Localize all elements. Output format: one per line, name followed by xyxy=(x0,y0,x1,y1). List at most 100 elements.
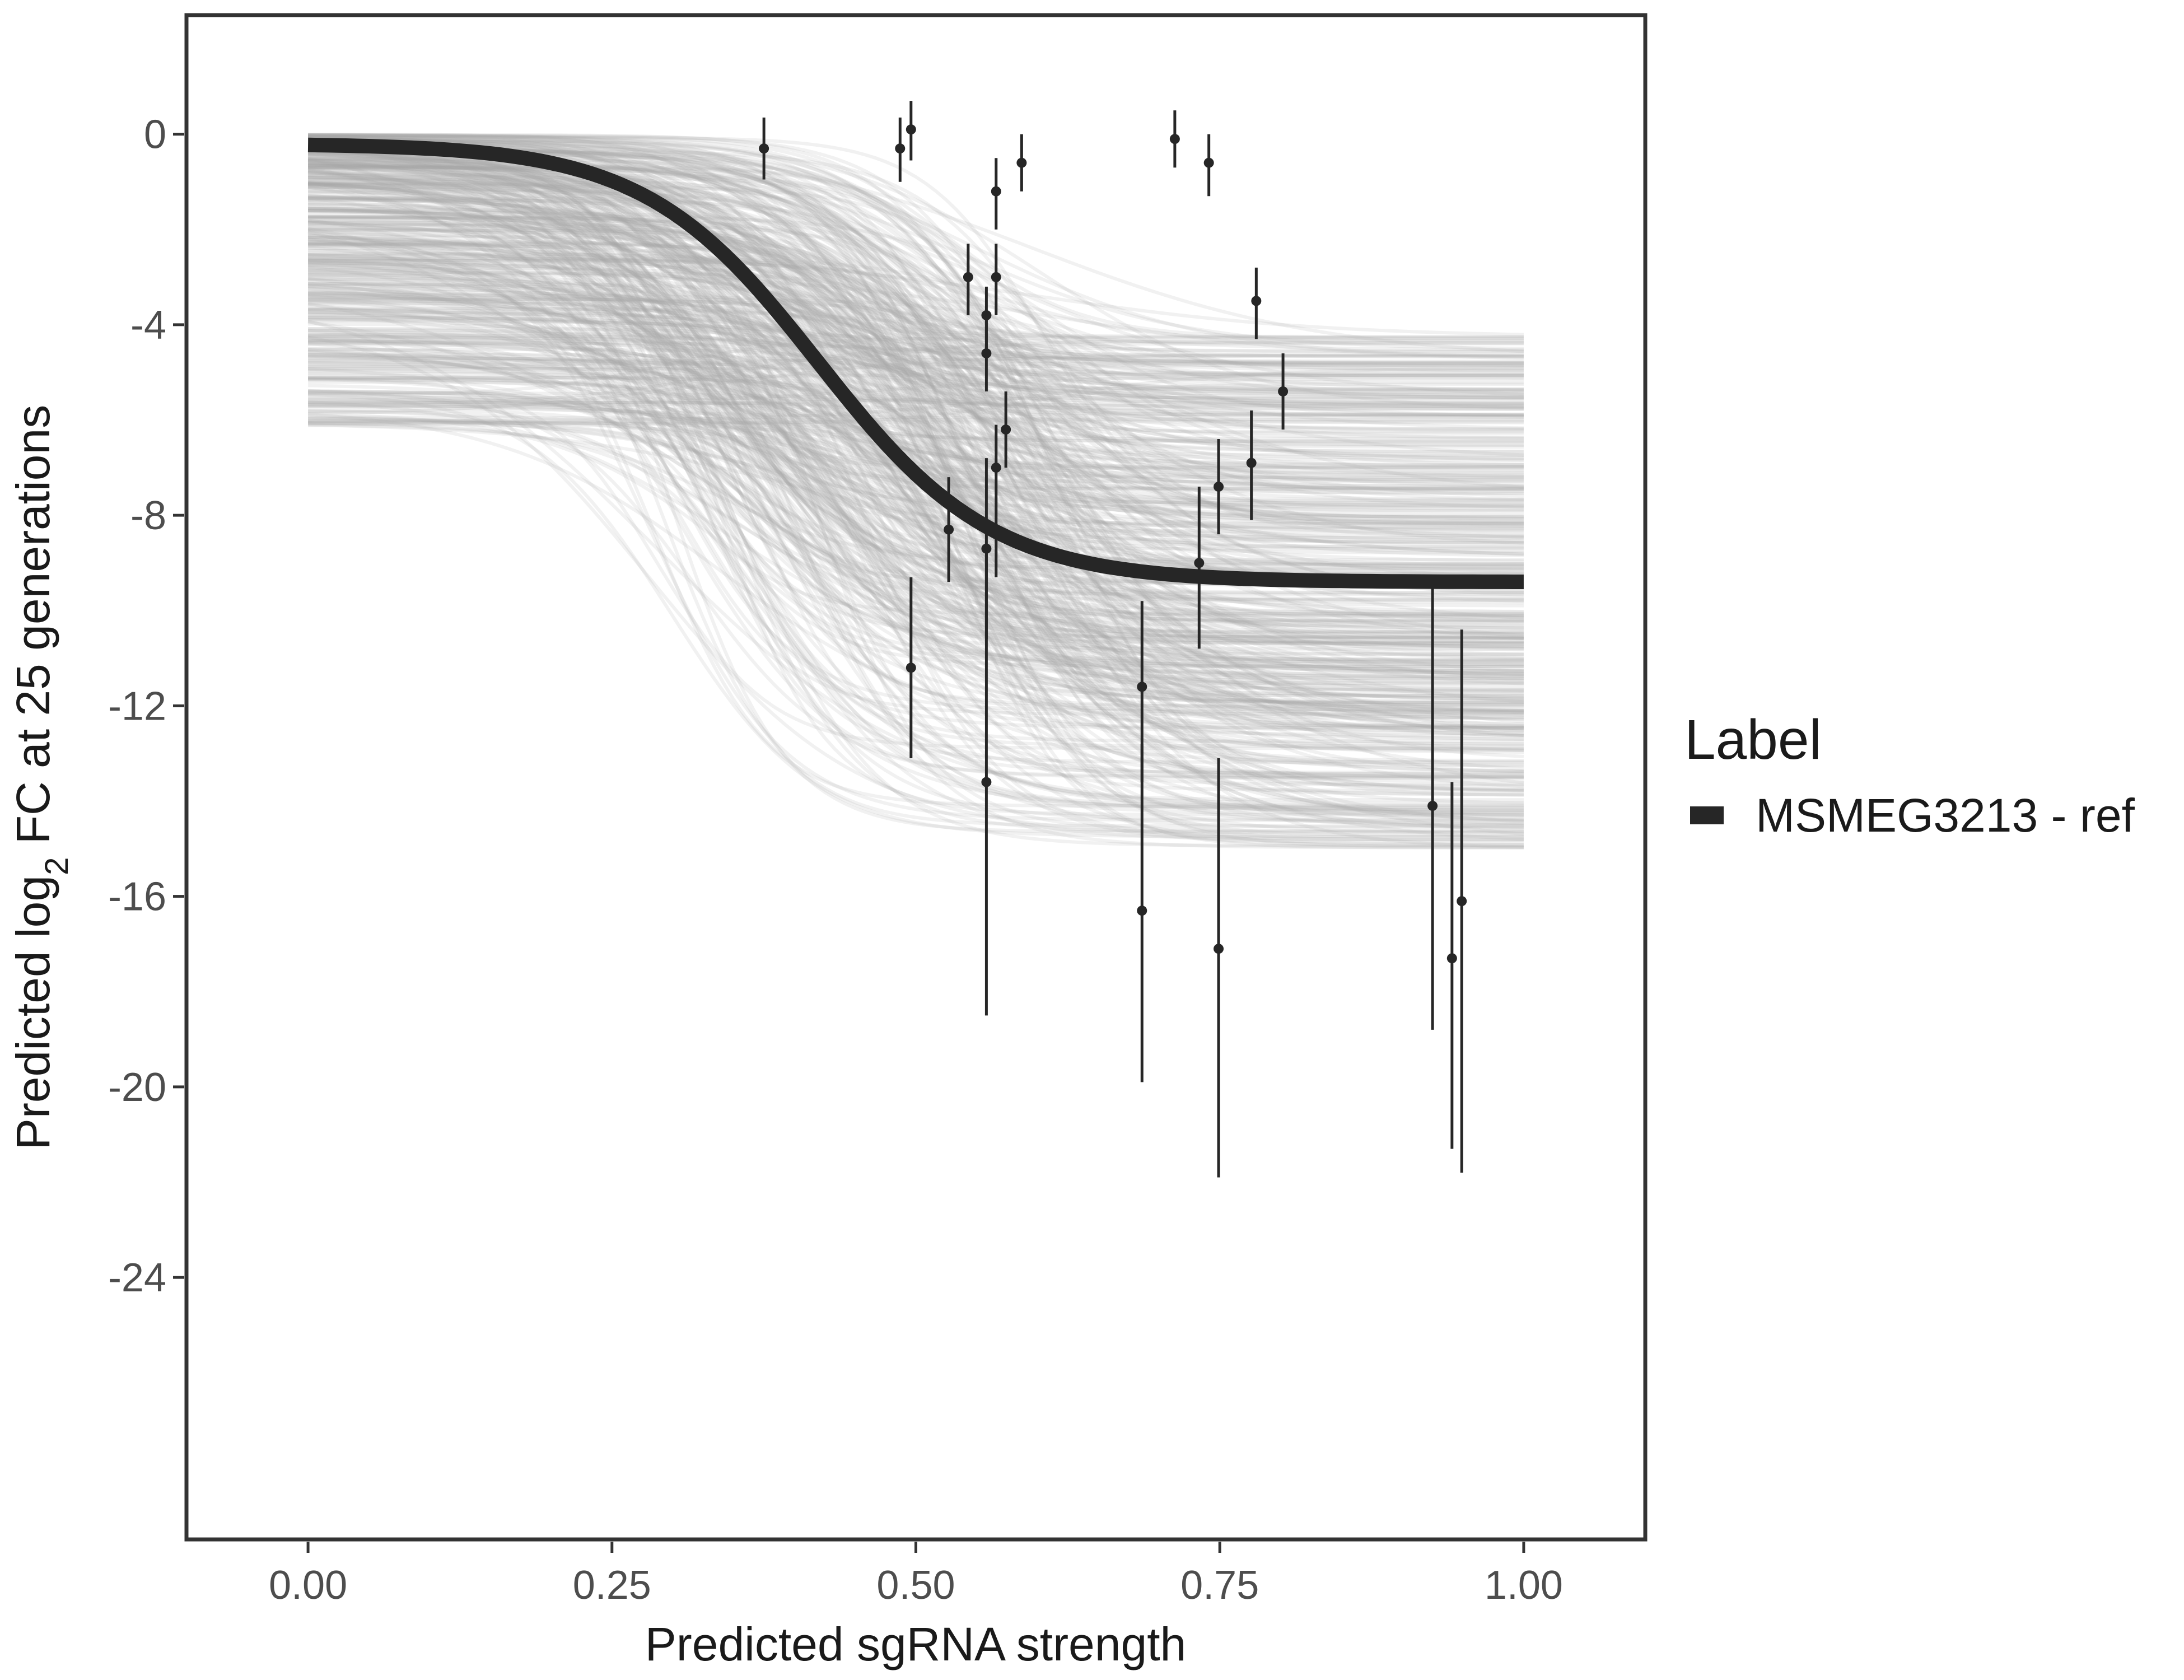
posterior-draw-line xyxy=(308,249,1524,746)
posterior-draw-line xyxy=(308,340,1524,773)
posterior-draw-line xyxy=(308,376,1524,750)
posterior-draw-line xyxy=(308,418,1524,616)
posterior-draw-line xyxy=(308,416,1524,422)
posterior-draw-line xyxy=(308,158,1524,835)
point-marker xyxy=(906,662,916,673)
posterior-draw-line xyxy=(308,350,1524,493)
posterior-draw-line xyxy=(308,400,1524,434)
x-tick-label: 0.00 xyxy=(269,1563,347,1608)
posterior-draw-line xyxy=(308,380,1524,594)
posterior-draw-line xyxy=(308,165,1524,394)
posterior-draw-line xyxy=(308,196,1524,482)
legend: Label MSMEG3213 - ref xyxy=(1684,708,2135,842)
posterior-draw-line xyxy=(308,292,1524,704)
posterior-draw-line xyxy=(308,161,1524,834)
point-marker xyxy=(1203,157,1214,168)
posterior-draw-line xyxy=(308,266,1524,704)
posterior-draw-line xyxy=(308,175,1524,474)
posterior-draw-line xyxy=(308,251,1524,726)
posterior-draw-line xyxy=(308,159,1524,713)
posterior-draw-line xyxy=(308,134,1524,410)
posterior-draw-line xyxy=(308,256,1524,453)
posterior-draw-line xyxy=(308,242,1524,648)
y-tick-label: -8 xyxy=(130,493,166,538)
posterior-draw-line xyxy=(308,258,1524,456)
posterior-draw-line xyxy=(308,408,1524,780)
posterior-draw-line xyxy=(308,269,1524,360)
posterior-draw-line xyxy=(308,268,1524,727)
posterior-draw-line xyxy=(307,230,1524,667)
posterior-draw-line xyxy=(308,254,1524,729)
posterior-draw-line xyxy=(308,270,1524,462)
posterior-draw-line xyxy=(308,292,1524,418)
posterior-draw-line xyxy=(307,183,1524,368)
posterior-draw-line xyxy=(308,133,1524,411)
posterior-draw-line xyxy=(308,228,1524,796)
posterior-draw-line xyxy=(307,182,1524,741)
posterior-draw-line xyxy=(308,136,1524,525)
posterior-draw-line xyxy=(308,139,1524,827)
posterior-draw-line xyxy=(308,393,1524,704)
point-marker xyxy=(1016,157,1027,168)
data-point xyxy=(906,101,916,161)
posterior-draw-line xyxy=(308,143,1524,627)
posterior-draws xyxy=(307,133,1524,850)
posterior-draw-line xyxy=(308,307,1524,501)
posterior-draw-line xyxy=(308,208,1524,846)
posterior-draw-line xyxy=(307,180,1524,815)
posterior-draw-line xyxy=(308,327,1524,435)
posterior-draw-line xyxy=(308,167,1524,696)
posterior-draw-line xyxy=(307,319,1524,813)
posterior-draw-line xyxy=(308,203,1524,430)
posterior-draw-line xyxy=(308,168,1524,750)
posterior-draw-line xyxy=(308,240,1524,850)
posterior-draw-line xyxy=(308,189,1524,656)
x-tick-label: 1.00 xyxy=(1485,1563,1563,1608)
posterior-draw-line xyxy=(308,242,1524,339)
posterior-draw-line xyxy=(308,196,1524,708)
y-tick-label: 0 xyxy=(144,113,166,157)
posterior-draw-line xyxy=(308,348,1524,645)
point-marker xyxy=(991,463,1001,473)
legend-label-msmeg3213-ref: MSMEG3213 - ref xyxy=(1756,789,2135,842)
posterior-draw-line xyxy=(308,133,1524,359)
posterior-draw-line xyxy=(308,161,1524,377)
posterior-draw-line xyxy=(307,342,1524,652)
y-axis: 0 -4 -8 -12 -16 -20 -24 xyxy=(108,113,184,1300)
posterior-draw-line xyxy=(308,307,1524,344)
point-marker xyxy=(759,143,769,154)
posterior-draw-line xyxy=(308,133,1524,540)
posterior-draw-line xyxy=(308,133,1524,593)
posterior-draw-line xyxy=(308,273,1524,627)
posterior-draw-line xyxy=(308,260,1524,529)
posterior-draw-line xyxy=(308,164,1524,818)
posterior-draw-line xyxy=(308,144,1524,359)
posterior-draw-line xyxy=(307,159,1524,645)
data-point xyxy=(1214,758,1224,1178)
posterior-draw-line xyxy=(308,221,1524,693)
y-tick-label: -4 xyxy=(130,303,166,348)
posterior-draw-line xyxy=(308,342,1524,406)
posterior-draw-line xyxy=(308,194,1524,734)
posterior-draw-line xyxy=(308,262,1524,645)
posterior-draw-line xyxy=(308,215,1524,665)
posterior-draw-line xyxy=(308,220,1524,698)
posterior-draw-line xyxy=(308,140,1524,754)
y-tick-label: -20 xyxy=(108,1065,166,1110)
posterior-draw-line xyxy=(308,375,1524,569)
posterior-draw-line xyxy=(308,322,1524,498)
x-tick-label: 0.75 xyxy=(1180,1563,1259,1608)
posterior-draw-line xyxy=(308,339,1524,366)
posterior-draw-line xyxy=(307,162,1524,533)
data-point xyxy=(963,244,973,315)
posterior-draw-line xyxy=(308,135,1524,566)
posterior-draw-line xyxy=(308,318,1524,371)
data-point xyxy=(1457,629,1467,1173)
posterior-draw-line xyxy=(308,358,1524,405)
posterior-draw-line xyxy=(308,400,1524,543)
y-tick-label: -16 xyxy=(108,875,166,920)
fitted-curve-layer xyxy=(307,137,1524,589)
posterior-draw-line xyxy=(308,243,1524,358)
posterior-draw-line xyxy=(308,253,1524,822)
posterior-draw-line xyxy=(308,155,1524,643)
